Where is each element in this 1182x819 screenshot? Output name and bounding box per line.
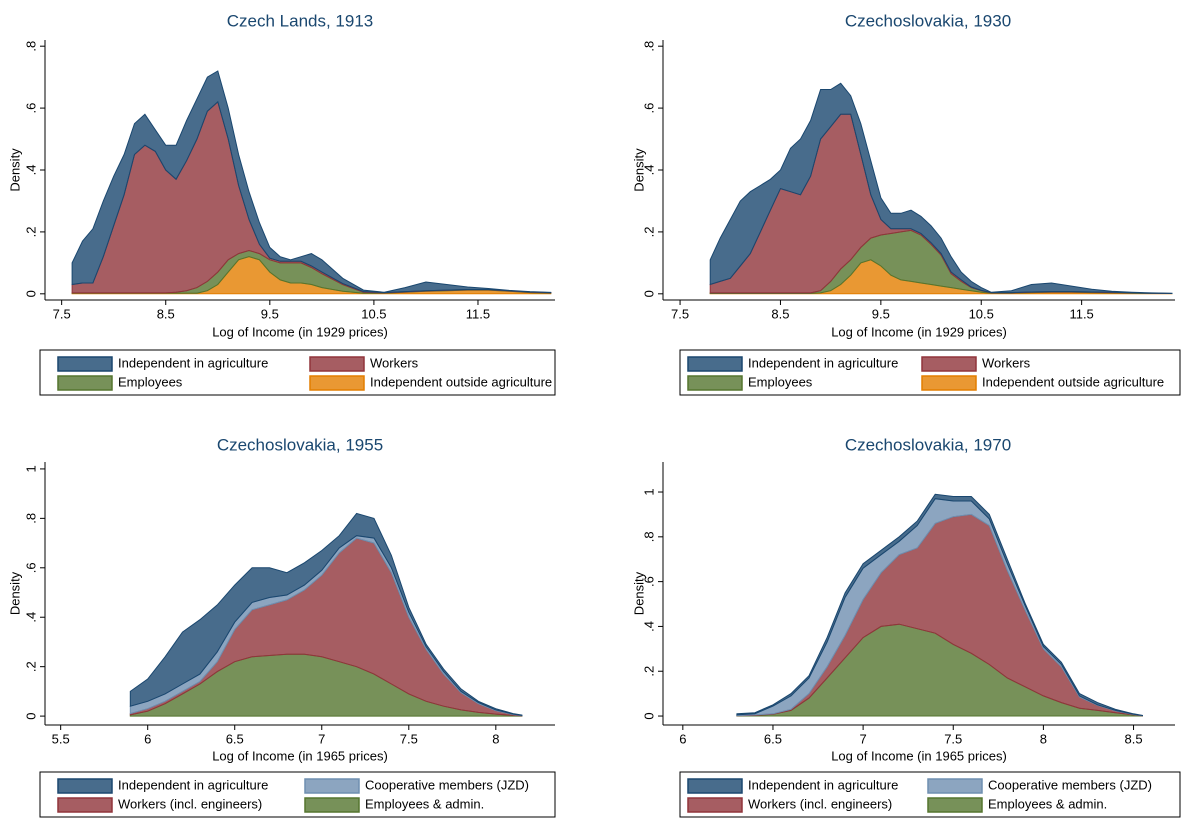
legend-label: Independent in agriculture [118, 777, 268, 792]
legend-label: Workers [982, 355, 1031, 370]
legend-label: Independent in agriculture [748, 777, 898, 792]
legend-swatch [687, 375, 743, 391]
y-tick-label: .2 [23, 661, 38, 672]
legend-swatch [57, 356, 113, 372]
legend-label: Independent outside agriculture [982, 374, 1164, 389]
x-axis-title: Log of Income (in 1965 prices) [212, 748, 388, 763]
y-tick-label: .8 [23, 513, 38, 524]
x-tick-label: 8 [1040, 731, 1047, 746]
panel: Czechoslovakia, 1930 0 .2 .4 .6 .8 7.5 8.5 9.5 10… [631, 11, 1181, 396]
panel: Czechoslovakia, 1955 0 .2 .4 .6 .8 1 5.5 6 6.5 7 7.… [7, 435, 556, 818]
legend-label: Cooperative members (JZD) [365, 777, 529, 792]
x-tick-label: 6.5 [226, 731, 244, 746]
area [736, 493, 1143, 717]
legend-label: Independent in agriculture [118, 355, 268, 370]
x-tick-label: 10.5 [361, 306, 386, 321]
x-tick-label: 8.5 [771, 306, 789, 321]
x-axis-title: Log of Income (in 1929 prices) [831, 324, 1007, 339]
y-tick-label: .8 [641, 531, 656, 542]
legend-label: Independent in agriculture [748, 355, 898, 370]
chart-title: Czechoslovakia, 1970 [845, 435, 1011, 454]
legend-label: Cooperative members (JZD) [988, 777, 1152, 792]
legend-swatch [304, 778, 360, 794]
y-axis-title: Density [7, 571, 22, 615]
legend-label: Employees [748, 374, 813, 389]
y-tick-label: .4 [23, 165, 38, 176]
legend-swatch [309, 375, 365, 391]
legend-swatch [687, 356, 743, 372]
chart-title: Czech Lands, 1913 [227, 11, 374, 30]
legend-label: Employees & admin. [988, 796, 1107, 811]
y-tick-label: .2 [641, 226, 656, 237]
legend-swatch [927, 797, 983, 813]
legend-swatch [57, 375, 113, 391]
y-tick-label: 0 [641, 712, 656, 719]
legend-label: Employees [118, 374, 183, 389]
legend-box [39, 349, 556, 396]
x-tick-label: 10.5 [969, 306, 994, 321]
legend-label: Workers [370, 355, 419, 370]
y-tick-label: .2 [23, 226, 38, 237]
legend-label: Employees & admin. [365, 796, 484, 811]
x-tick-label: 8.5 [157, 306, 175, 321]
y-tick-label: 0 [23, 712, 38, 719]
legend-label: Workers (incl. engineers) [118, 796, 262, 811]
x-tick-label: 7 [318, 731, 325, 746]
y-tick-label: .6 [23, 103, 38, 114]
chart-title: Czechoslovakia, 1930 [845, 11, 1011, 30]
y-tick-label: 0 [641, 290, 656, 297]
legend-box [39, 771, 556, 818]
panel: Czechoslovakia, 1970 0 .2 .4 .6 .8 1 6 6.5 7 7.5 8 8… [631, 435, 1181, 818]
x-tick-label: 7.5 [944, 731, 962, 746]
legend-label: Workers (incl. engineers) [748, 796, 892, 811]
x-tick-label: 6 [144, 731, 151, 746]
y-tick-label: .2 [641, 666, 656, 677]
x-tick-label: 9.5 [872, 306, 890, 321]
legend-swatch [921, 375, 977, 391]
legend-swatch [687, 778, 743, 794]
legend-swatch [927, 778, 983, 794]
x-tick-label: 7.5 [400, 731, 418, 746]
x-tick-label: 6.5 [764, 731, 782, 746]
y-tick-label: .4 [641, 621, 656, 632]
x-tick-label: 5.5 [52, 731, 70, 746]
legend-swatch [57, 778, 113, 794]
y-axis-title: Density [631, 148, 646, 192]
y-axis-title: Density [631, 571, 646, 615]
y-tick-label: .8 [641, 41, 656, 52]
area [709, 82, 1173, 295]
y-tick-label: .4 [23, 612, 38, 623]
legend-swatch [304, 797, 360, 813]
panel: Czech Lands, 1913 0 .2 .4 .6 .8 7.5 8.5 9.5 10.5 1… [7, 11, 556, 396]
y-tick-label: 1 [23, 465, 38, 472]
x-tick-label: 6 [679, 731, 686, 746]
x-tick-label: 8.5 [1124, 731, 1142, 746]
y-tick-label: .6 [23, 562, 38, 573]
legend-label: Independent outside agriculture [370, 374, 552, 389]
x-tick-label: 9.5 [261, 306, 279, 321]
x-tick-label: 8 [492, 731, 499, 746]
y-axis-title: Density [7, 148, 22, 192]
legend-swatch [921, 356, 977, 372]
y-tick-label: 1 [641, 488, 656, 495]
x-axis-title: Log of Income (in 1929 prices) [212, 324, 388, 339]
x-tick-label: 11.5 [1069, 306, 1093, 321]
x-tick-label: 7.5 [53, 306, 71, 321]
x-tick-label: 7 [859, 731, 866, 746]
y-tick-label: .6 [641, 103, 656, 114]
area [129, 512, 523, 716]
x-tick-label: 11.5 [466, 306, 490, 321]
chart-title: Czechoslovakia, 1955 [217, 435, 383, 454]
y-tick-label: .4 [641, 165, 656, 176]
y-tick-label: .8 [23, 41, 38, 52]
y-tick-label: 0 [23, 290, 38, 297]
x-tick-label: 7.5 [671, 306, 689, 321]
legend-swatch [57, 797, 113, 813]
legend-swatch [309, 356, 365, 372]
area [71, 70, 552, 294]
x-axis-title: Log of Income (in 1965 prices) [831, 748, 1007, 763]
legend-swatch [687, 797, 743, 813]
y-tick-label: .6 [641, 576, 656, 587]
